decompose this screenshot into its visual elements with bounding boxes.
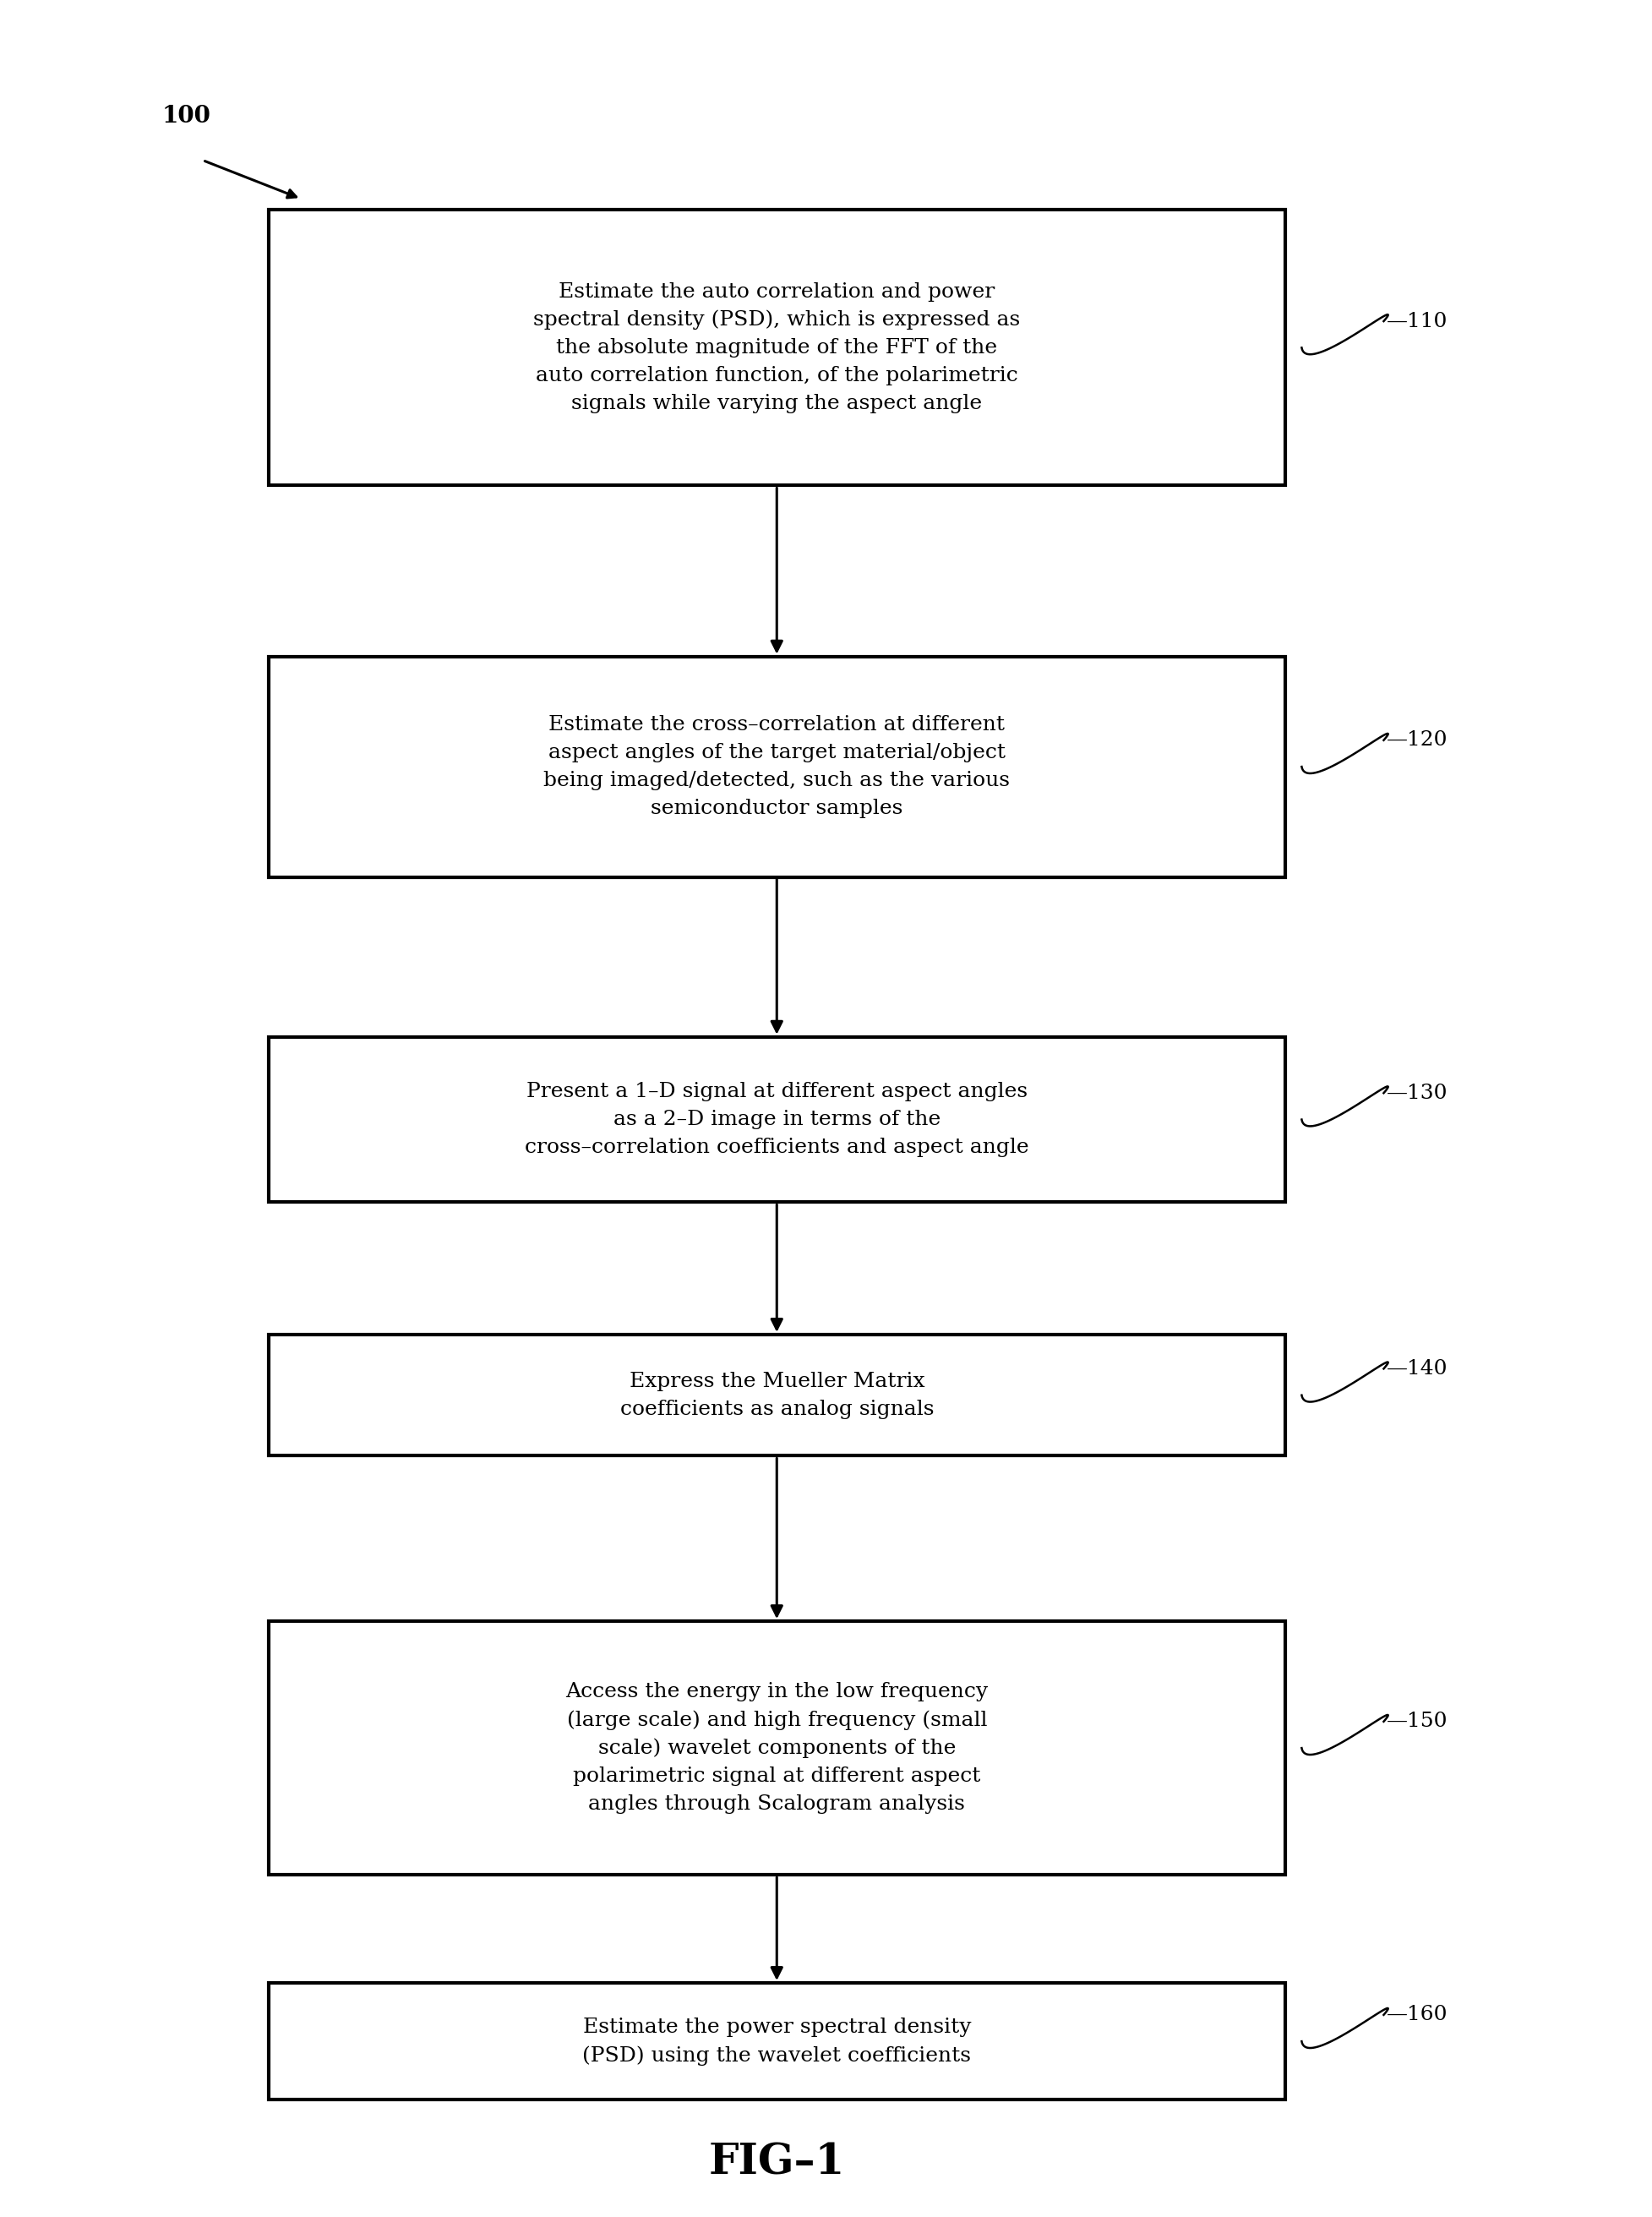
Text: 100: 100 bbox=[162, 104, 210, 129]
Text: Estimate the cross–correlation at different
aspect angles of the target material: Estimate the cross–correlation at differ… bbox=[544, 716, 1009, 818]
FancyBboxPatch shape bbox=[268, 656, 1285, 878]
Text: —140: —140 bbox=[1388, 1359, 1449, 1379]
Text: —110: —110 bbox=[1388, 313, 1449, 330]
FancyBboxPatch shape bbox=[268, 211, 1285, 486]
FancyBboxPatch shape bbox=[268, 1621, 1285, 1876]
FancyBboxPatch shape bbox=[268, 1982, 1285, 2099]
Text: Estimate the auto correlation and power
spectral density (PSD), which is express: Estimate the auto correlation and power … bbox=[534, 282, 1021, 412]
Text: —120: —120 bbox=[1388, 729, 1449, 749]
Text: Estimate the power spectral density
(PSD) using the wavelet coefficients: Estimate the power spectral density (PSD… bbox=[583, 2017, 971, 2066]
FancyBboxPatch shape bbox=[268, 1038, 1285, 1202]
Text: —160: —160 bbox=[1388, 2004, 1449, 2024]
Text: Express the Mueller Matrix
coefficients as analog signals: Express the Mueller Matrix coefficients … bbox=[620, 1372, 933, 1419]
Text: Access the energy in the low frequency
(large scale) and high frequency (small
s: Access the energy in the low frequency (… bbox=[565, 1683, 988, 1814]
Text: Present a 1–D signal at different aspect angles
as a 2–D image in terms of the
c: Present a 1–D signal at different aspect… bbox=[525, 1082, 1029, 1157]
FancyBboxPatch shape bbox=[268, 1335, 1285, 1457]
Text: FIG–1: FIG–1 bbox=[709, 2142, 844, 2184]
Text: —130: —130 bbox=[1388, 1084, 1449, 1102]
Text: —150: —150 bbox=[1388, 1712, 1449, 1731]
